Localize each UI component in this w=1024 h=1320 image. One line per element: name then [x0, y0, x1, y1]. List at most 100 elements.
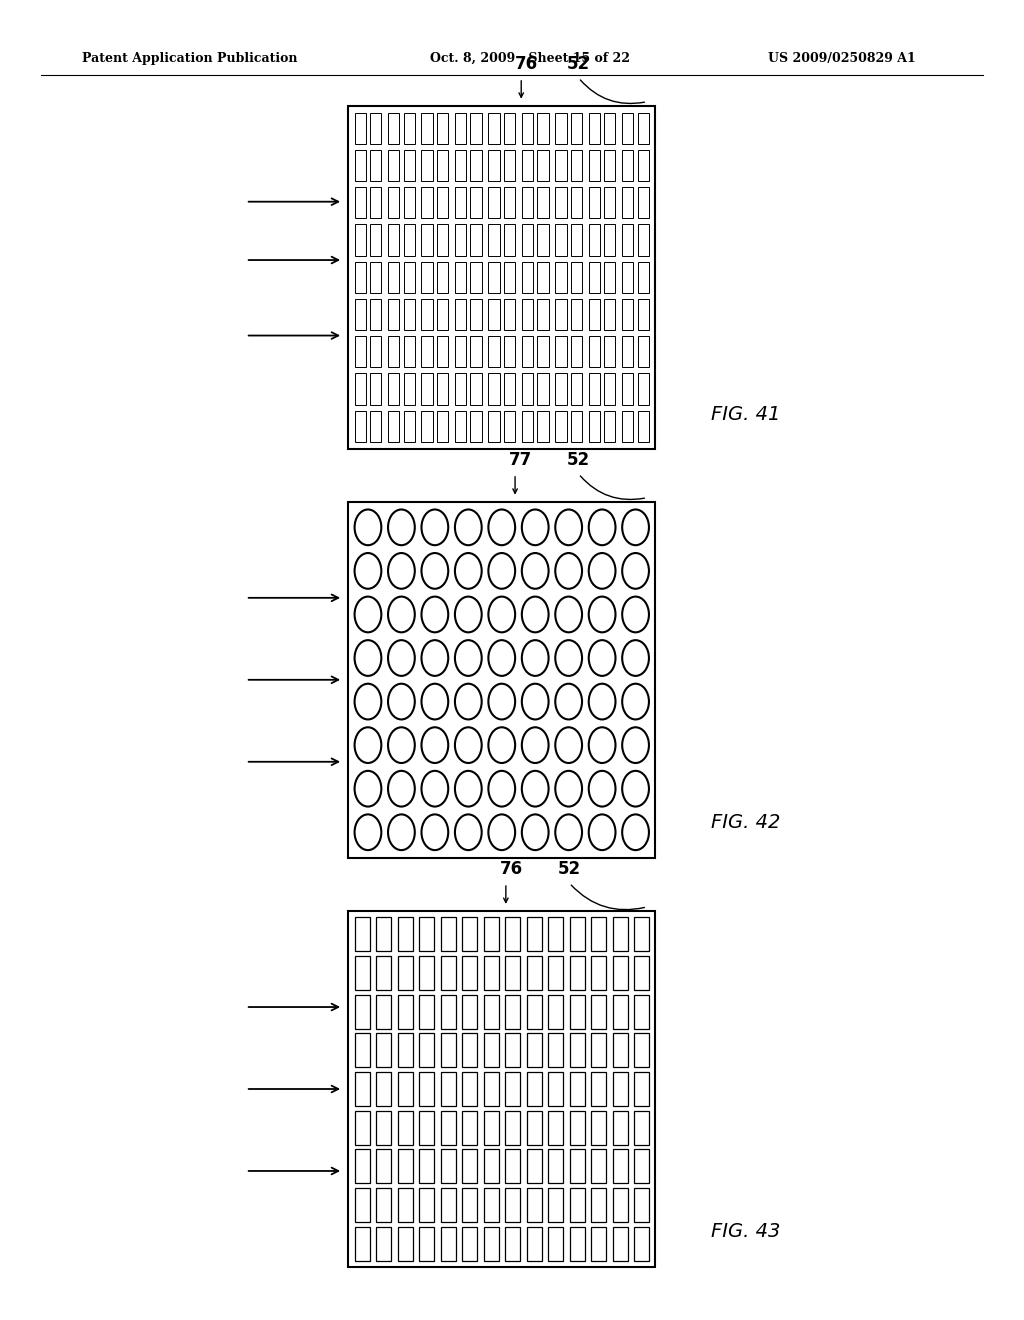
Bar — [555, 337, 566, 367]
Bar — [419, 994, 434, 1028]
Ellipse shape — [555, 510, 582, 545]
Bar — [470, 337, 481, 367]
Bar — [538, 411, 549, 442]
Ellipse shape — [623, 814, 649, 850]
Bar — [522, 149, 534, 181]
Bar — [522, 187, 534, 218]
Bar — [638, 149, 649, 181]
Bar — [522, 261, 534, 293]
Bar — [634, 994, 649, 1028]
Bar — [612, 994, 628, 1028]
Ellipse shape — [555, 640, 582, 676]
Bar — [569, 1150, 585, 1184]
Ellipse shape — [522, 510, 549, 545]
Ellipse shape — [455, 510, 481, 545]
Ellipse shape — [555, 684, 582, 719]
Bar — [397, 917, 413, 952]
Bar — [470, 112, 481, 144]
Bar — [354, 261, 366, 293]
Bar — [376, 1188, 391, 1222]
Bar — [591, 917, 606, 952]
Bar — [623, 187, 634, 218]
Bar — [440, 956, 456, 990]
Bar — [526, 956, 542, 990]
Bar — [591, 956, 606, 990]
Ellipse shape — [455, 727, 481, 763]
Bar — [397, 1072, 413, 1106]
Bar — [589, 337, 600, 367]
Ellipse shape — [589, 597, 615, 632]
Ellipse shape — [422, 597, 449, 632]
Bar — [634, 917, 649, 952]
Ellipse shape — [623, 597, 649, 632]
Ellipse shape — [555, 771, 582, 807]
Bar — [370, 261, 381, 293]
Bar — [538, 149, 549, 181]
Bar — [455, 374, 466, 405]
Ellipse shape — [555, 553, 582, 589]
Bar — [634, 956, 649, 990]
Bar — [388, 298, 399, 330]
Bar — [483, 994, 499, 1028]
Bar — [354, 1150, 370, 1184]
Bar — [437, 337, 449, 367]
Bar — [504, 298, 515, 330]
Bar — [604, 411, 615, 442]
Bar — [462, 1226, 477, 1261]
Text: 52: 52 — [567, 450, 590, 469]
Bar — [348, 106, 655, 449]
Ellipse shape — [488, 597, 515, 632]
Bar — [612, 1150, 628, 1184]
Bar — [422, 187, 433, 218]
Bar — [440, 1150, 456, 1184]
Bar — [505, 1034, 520, 1068]
Ellipse shape — [354, 727, 381, 763]
Ellipse shape — [623, 727, 649, 763]
Bar — [634, 1110, 649, 1144]
Ellipse shape — [354, 597, 381, 632]
Ellipse shape — [488, 553, 515, 589]
Bar — [638, 224, 649, 256]
Bar — [422, 337, 433, 367]
Bar — [612, 1072, 628, 1106]
Ellipse shape — [555, 597, 582, 632]
Bar — [397, 956, 413, 990]
Ellipse shape — [388, 814, 415, 850]
Ellipse shape — [422, 814, 449, 850]
Bar — [569, 1188, 585, 1222]
Ellipse shape — [422, 684, 449, 719]
Bar — [440, 1034, 456, 1068]
Bar — [455, 337, 466, 367]
Bar — [422, 411, 433, 442]
Bar — [483, 1034, 499, 1068]
Bar — [526, 1226, 542, 1261]
Bar — [419, 917, 434, 952]
Ellipse shape — [623, 510, 649, 545]
Bar — [488, 261, 500, 293]
Ellipse shape — [623, 553, 649, 589]
Bar — [570, 411, 582, 442]
Ellipse shape — [388, 640, 415, 676]
Bar — [634, 1034, 649, 1068]
Bar — [462, 1110, 477, 1144]
Bar — [397, 1034, 413, 1068]
Bar — [570, 374, 582, 405]
Bar — [376, 1150, 391, 1184]
Bar — [604, 187, 615, 218]
Bar — [419, 1110, 434, 1144]
Bar — [555, 224, 566, 256]
Bar — [548, 956, 563, 990]
Bar — [455, 187, 466, 218]
Bar — [470, 187, 481, 218]
Bar — [505, 1072, 520, 1106]
Bar — [522, 112, 534, 144]
Ellipse shape — [488, 684, 515, 719]
Ellipse shape — [354, 771, 381, 807]
Bar — [612, 917, 628, 952]
Bar — [440, 994, 456, 1028]
Bar — [638, 411, 649, 442]
Text: FIG. 41: FIG. 41 — [711, 405, 780, 424]
Bar — [354, 1188, 370, 1222]
Bar — [548, 994, 563, 1028]
Text: 52: 52 — [558, 859, 581, 878]
